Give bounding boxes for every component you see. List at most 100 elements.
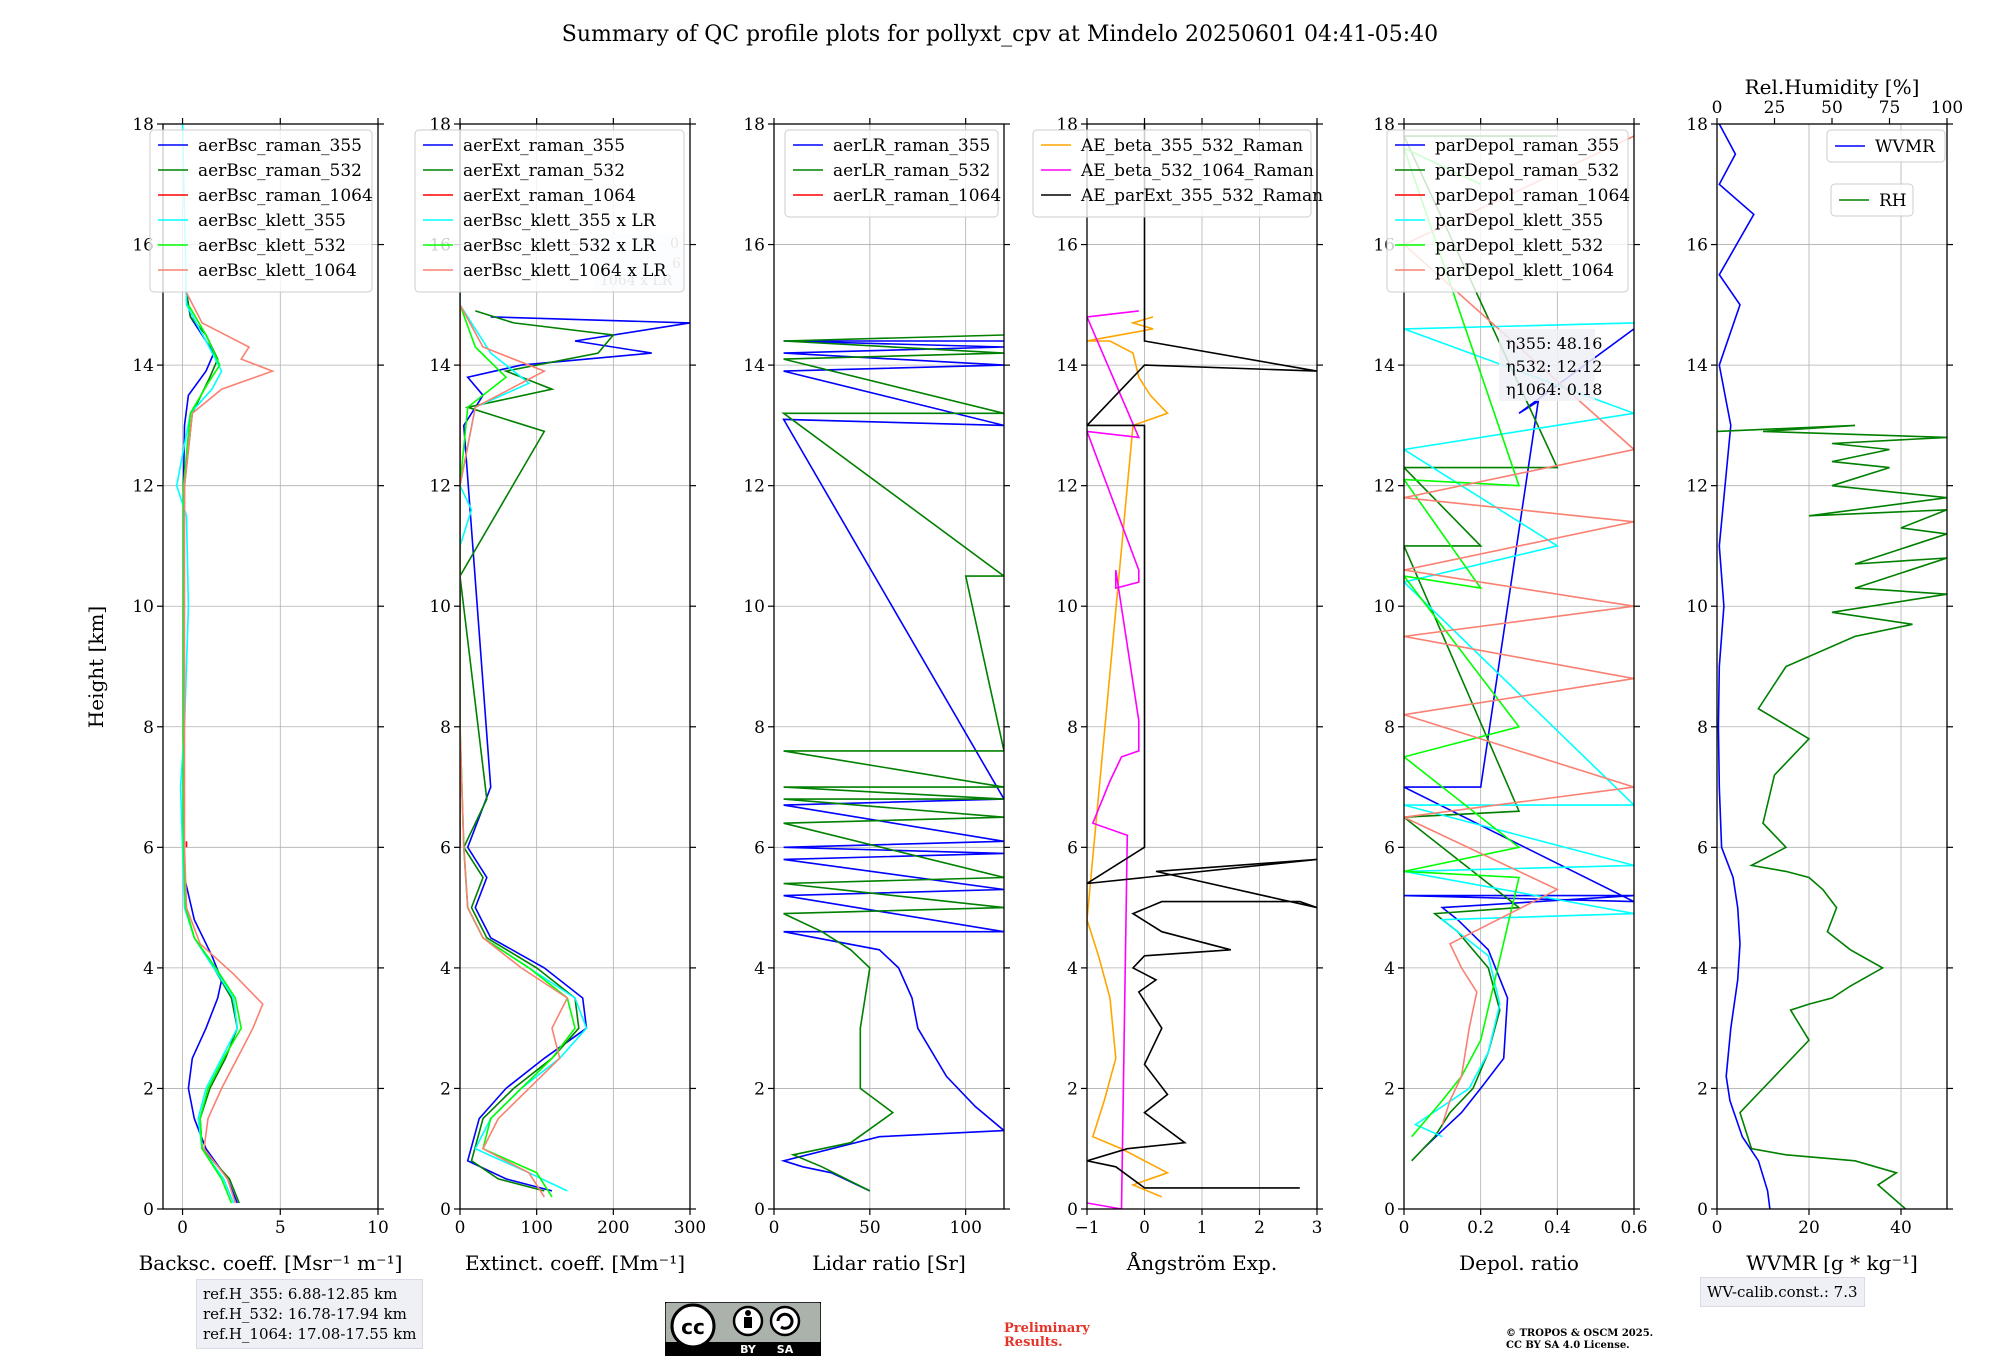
y-tick-label: 10 (132, 597, 154, 617)
y-tick-label: 8 (440, 718, 451, 738)
x-tick-label: 0 (455, 1218, 466, 1238)
x-tick-label: 100 (520, 1218, 552, 1238)
x-tick-label: 100 (949, 1218, 981, 1238)
panel-frame (1716, 123, 1948, 1210)
series-aerlr-raman-355 (780, 340, 1004, 1192)
chart-panel-3: 0 50 100 0 2 4 6 8 10 12 14 16 18 Lidar ratio [Sr] aer… (743, 115, 1010, 1275)
x-tick-label: −1 (1074, 1218, 1099, 1238)
x-tick-label: 0 (177, 1218, 188, 1238)
y-tick-label: 2 (1697, 1079, 1708, 1099)
legend-label: parDepol_raman_1064 (1435, 186, 1630, 206)
legend-label: aerBsc_klett_1064 x LR (463, 261, 667, 281)
ref-height-box: ref.H_355: 6.88-12.85 km ref.H_532: 16.7… (196, 1279, 424, 1349)
x-axis-title: Backsc. coeff. [Msr⁻¹ m⁻¹] (139, 1251, 403, 1275)
y-tick-label: 4 (754, 959, 765, 979)
y-tick-label: 16 (1686, 236, 1708, 256)
x-axis-title: Lidar ratio [Sr] (812, 1251, 966, 1275)
legend-label: AE_parExt_355_532_Raman (1080, 186, 1323, 206)
series-pardepol-klett-355 (1404, 322, 1634, 1138)
legend-label: aerBsc_raman_355 (198, 136, 362, 156)
series-group (780, 334, 1004, 1192)
legend-label: aerExt_raman_355 (463, 136, 625, 156)
chart-panel-2: 0100200300024681012141618Extinct. coeff.… (414, 115, 706, 1275)
legend-label: aerBsc_klett_532 x LR (463, 236, 657, 256)
x-axis-title: Ångström Exp. (1126, 1250, 1277, 1275)
legend-frame (1830, 183, 1914, 217)
legend-label: aerBsc_klett_1064 (198, 261, 357, 281)
y-tick-label: 4 (1067, 959, 1078, 979)
legend-frame (1032, 129, 1312, 218)
preliminary-line-2: Results. (1004, 1335, 1063, 1350)
preliminary-note: Preliminary Results. (1004, 1322, 1090, 1350)
y-tick-label: 2 (440, 1079, 451, 1099)
y-tick-label: 14 (429, 356, 451, 376)
y-tick-label: 6 (1067, 838, 1078, 858)
legend: aerBsc_raman_355 aerBsc_raman_532 aerBsc_r… (149, 129, 373, 293)
legend-label: parDepol_klett_355 (1435, 211, 1603, 231)
series-group (460, 124, 690, 1198)
y-tick-label: 12 (132, 477, 154, 497)
panel-frame (162, 123, 379, 1210)
y-axis-title: Height [km] (84, 606, 108, 728)
series-pardepol-raman-355 (1404, 328, 1634, 1150)
x2-tick-label: 25 (1764, 98, 1786, 118)
y-tick-label: 12 (743, 477, 765, 497)
y-tick-label: 2 (1067, 1079, 1078, 1099)
x-tick-label: 40 (1890, 1218, 1912, 1238)
y-tick-label: 6 (440, 838, 451, 858)
x-tick-label: 0.4 (1544, 1218, 1571, 1238)
x-tick-label: 2 (1254, 1218, 1265, 1238)
series-aerext-raman-355 (462, 316, 690, 1192)
y-tick-label: 16 (132, 236, 154, 256)
x-axis-title: Depol. ratio (1459, 1251, 1579, 1275)
y-tick-label: 0 (143, 1200, 154, 1220)
y-tick-label: 0 (1067, 1200, 1078, 1220)
copyright-note: © TROPOS & OSCM 2025. CC BY SA 4.0 Licen… (1506, 1328, 1653, 1352)
y-tick-label: 2 (754, 1079, 765, 1099)
x2-axis-title: Rel.Humidity [%] (1745, 75, 1920, 99)
chart-panel-1: 0 5 10 0 2 4 6 8 10 12 14 16 18 Backsc. coeff. [Msr⁻¹… (132, 115, 402, 1275)
legend: aerExt_raman_355 aerExt_raman_532 aerExt_r… (414, 129, 685, 293)
y-tick-label: 10 (1373, 597, 1395, 617)
y-tick-label: 18 (743, 115, 765, 135)
y-tick-label: 8 (1697, 718, 1708, 738)
legend-label: WVMR (1875, 137, 1936, 157)
y-tick-label: 16 (743, 236, 765, 256)
legend-label: aerBsc_klett_355 x LR (463, 211, 657, 231)
y-tick-label: 0 (754, 1200, 765, 1220)
series-aerbsc-klett-1064-x-lr (460, 304, 569, 1198)
eta-box (1499, 328, 1595, 401)
x-tick-label: 3 (1312, 1218, 1323, 1238)
x-tick-label: 5 (275, 1218, 286, 1238)
legend-label: aerExt_raman_532 (463, 161, 625, 181)
cc-by-sa-logo: cc BY SA (665, 1302, 821, 1356)
cc-text: cc (681, 1315, 705, 1339)
x2-tick-label: 50 (1821, 98, 1843, 118)
x-tick-label: 0.6 (1620, 1218, 1647, 1238)
y-tick-label: 14 (132, 356, 154, 376)
x2-tick-label: 100 (1931, 98, 1963, 118)
legend-label: RH (1879, 191, 1907, 211)
series-aerbsc-raman-355 (182, 292, 239, 1204)
x-tick-label: 0 (1399, 1218, 1410, 1238)
series-ae-beta-355-532-raman (1087, 316, 1170, 1198)
y-tick-label: 4 (1697, 959, 1708, 979)
panel-frame (1403, 123, 1635, 1210)
x-tick-label: 20 (1798, 1218, 1820, 1238)
y-tick-label: 12 (429, 477, 451, 497)
legend-label: parDepol_raman_532 (1435, 161, 1619, 181)
legend: parDepol_raman_355 parDepol_raman_532 parD… (1386, 129, 1630, 293)
copyright-line-2: CC BY SA 4.0 License. (1506, 1340, 1630, 1351)
sa-text: SA (777, 1343, 794, 1356)
legend-label: aerBsc_klett_355 (198, 211, 346, 231)
legend: aerLR_raman_355 aerLR_raman_532 aerLR_rama… (784, 129, 1001, 218)
legend-label: AE_beta_355_532_Raman (1080, 136, 1303, 156)
legend-label: aerLR_raman_532 (833, 161, 990, 181)
y-tick-label: 0 (440, 1200, 451, 1220)
y-tick-label: 10 (429, 597, 451, 617)
y-tick-label: 18 (1686, 115, 1708, 135)
